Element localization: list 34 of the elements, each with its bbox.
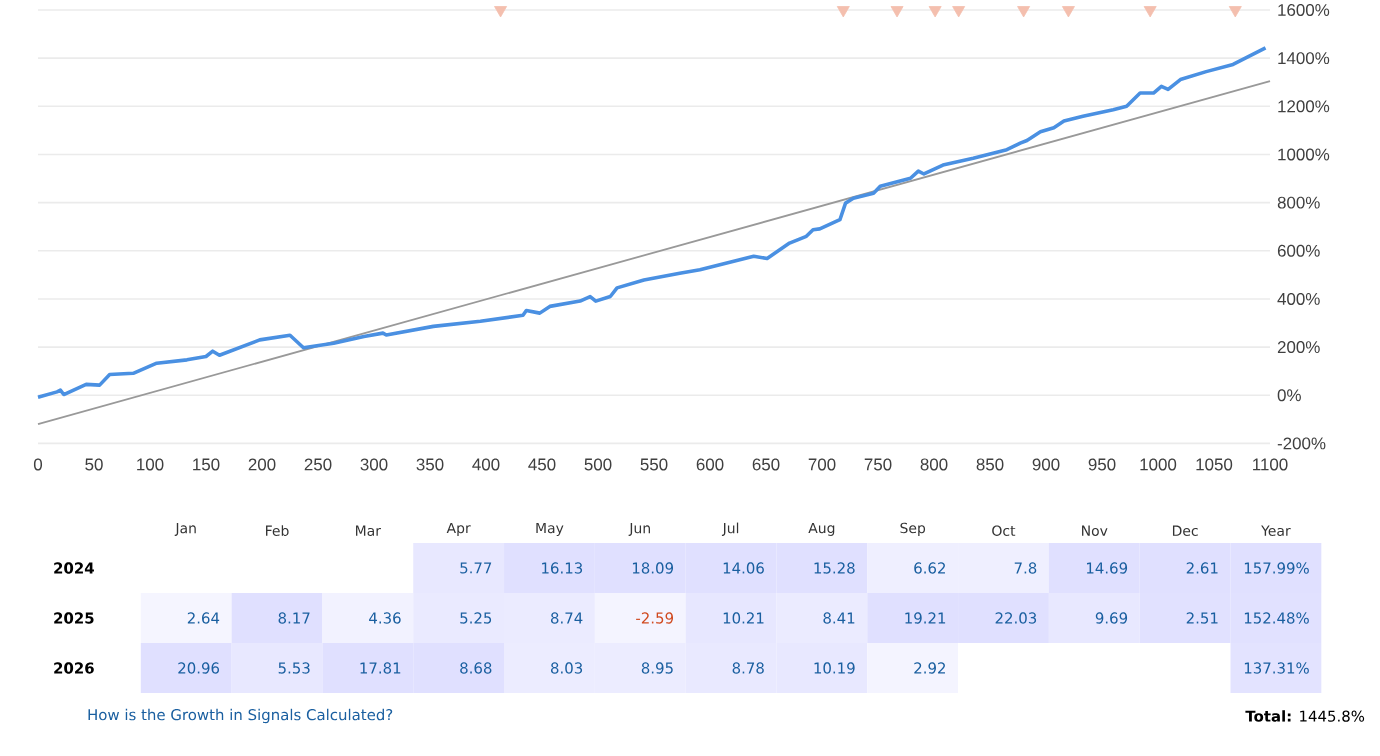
x-tick-label: 200 [248, 458, 276, 471]
x-tick-label: 0 [33, 458, 43, 471]
y-tick-label: 1600% [1278, 4, 1330, 16]
x-tick-label: 1100 [1253, 458, 1288, 471]
y-tick-label: 600% [1277, 244, 1320, 257]
y-tick-label: 1000% [1278, 148, 1330, 161]
x-tick-label: 1050 [1196, 458, 1233, 471]
y-tick-label: -200% [1277, 437, 1326, 450]
x-tick-label: 250 [304, 458, 332, 471]
line-series [36, 46, 1268, 399]
x-tick-label: 850 [976, 458, 1004, 471]
x-tick-label: 400 [472, 458, 500, 471]
x-tick-label: 750 [864, 458, 892, 471]
x-tick-label: 550 [640, 458, 668, 471]
x-tick-label: 900 [1032, 458, 1060, 471]
x-tick-label: 800 [920, 458, 948, 471]
y-tick-label: 1400% [1278, 52, 1330, 65]
x-tick-label: 500 [584, 458, 612, 471]
x-tick-label: 100 [137, 458, 164, 471]
x-tick-label: 150 [193, 458, 220, 471]
y-tick-label: 800% [1277, 196, 1320, 209]
y-tick-label: 0% [1277, 389, 1301, 402]
x-tick-label: 600 [696, 458, 724, 471]
x-tick-label: 950 [1088, 458, 1116, 471]
x-tick-label: 650 [752, 458, 780, 471]
x-tick-label: 700 [808, 458, 836, 471]
y-tick-label: 200% [1277, 341, 1320, 354]
x-tick-label: 350 [416, 458, 444, 471]
y-tick-label: 400% [1277, 292, 1320, 305]
x-tick-label: 1000 [1140, 458, 1177, 471]
x-tick-label: 450 [528, 458, 556, 471]
y-tick-label: 1200% [1278, 100, 1330, 113]
x-tick-label: 300 [360, 458, 388, 471]
x-tick-label: 50 [85, 458, 103, 471]
